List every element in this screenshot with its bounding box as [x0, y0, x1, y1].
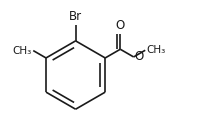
Text: CH₃: CH₃	[12, 46, 31, 56]
Text: O: O	[116, 19, 125, 32]
Text: CH₃: CH₃	[146, 45, 165, 55]
Text: O: O	[135, 50, 144, 64]
Text: Br: Br	[69, 10, 82, 23]
